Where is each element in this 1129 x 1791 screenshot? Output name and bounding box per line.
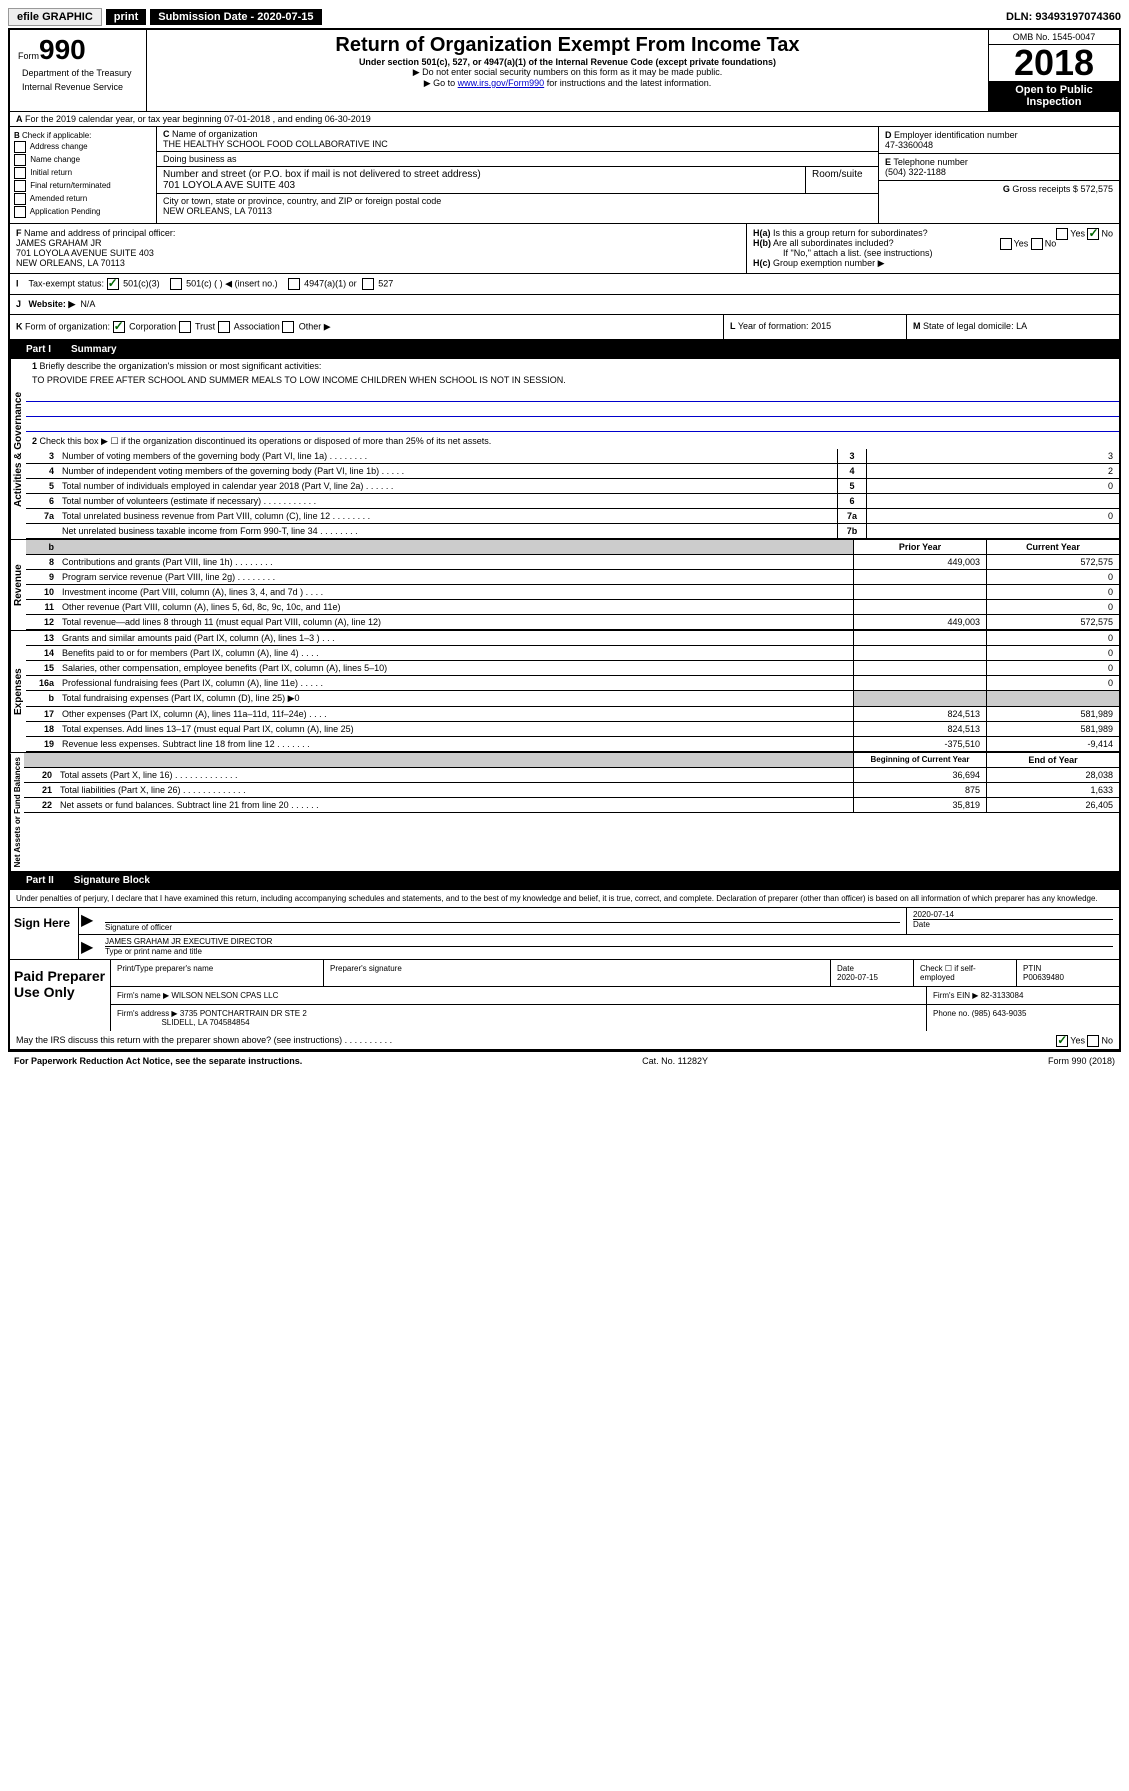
side-expenses: Expenses [10,631,26,752]
chk-hb-yes[interactable] [1000,238,1012,250]
firm-addr1: 3735 PONTCHARTRAIN DR STE 2 [180,1009,307,1018]
gross-receipts: 572,575 [1080,184,1113,194]
chk-discuss-no[interactable] [1087,1035,1099,1047]
chk-amended[interactable] [14,193,26,205]
dln: DLN: 93493197074360 [1006,11,1121,23]
form-title: Return of Organization Exempt From Incom… [151,34,984,57]
website: N/A [80,299,95,309]
paid-preparer-label: Paid Preparer Use Only [10,960,111,1031]
hc-label: Group exemption number ▶ [773,258,884,268]
chk-501c3[interactable] [107,278,119,290]
firm-phone: (985) 643-9035 [972,1009,1027,1018]
perjury-text: Under penalties of perjury, I declare th… [10,890,1119,908]
chk-501c[interactable] [170,278,182,290]
sig-officer-label: Signature of officer [105,922,900,932]
sig-date: 2020-07-14 [913,910,954,919]
note-goto-b: for instructions and the latest informat… [544,78,711,88]
mission-text: TO PROVIDE FREE AFTER SCHOOL AND SUMMER … [26,373,1119,387]
chk-assoc[interactable] [218,321,230,333]
discuss-text: May the IRS discuss this return with the… [16,1035,392,1045]
form-word: Form [18,51,39,61]
self-employed: Check ☐ if self-employed [914,960,1017,986]
col-b-checkboxes: B Check if applicable: Address change Na… [10,127,157,223]
top-bar: efile GRAPHIC print Submission Date - 20… [8,8,1121,26]
footer-right: Form 990 (2018) [1048,1056,1115,1066]
chk-app-pending[interactable] [14,206,26,218]
header-prior: Prior Year [853,540,986,554]
officer-name: JAMES GRAHAM JR [16,238,102,248]
chk-corp[interactable] [113,321,125,333]
ein: 47-3360048 [885,140,933,150]
side-netassets: Net Assets or Fund Balances [10,753,24,871]
chk-ha-no[interactable] [1087,228,1099,240]
chk-trust[interactable] [179,321,191,333]
org-address: 701 LOYOLA AVE SUITE 403 [163,180,295,191]
hb-note: If "No," attach a list. (see instruction… [753,248,1113,258]
officer-addr1: 701 LOYOLA AVENUE SUITE 403 [16,248,154,258]
officer-printed-name: JAMES GRAHAM JR EXECUTIVE DIRECTOR [105,937,272,946]
firm-name: WILSON NELSON CPAS LLC [171,991,278,1000]
header-begin: Beginning of Current Year [853,753,986,767]
form-container: Form990 Department of the Treasury Inter… [8,28,1121,1051]
form-number: 990 [39,34,86,65]
row-a-period: A For the 2019 calendar year, or tax yea… [10,112,1119,127]
side-revenue: Revenue [10,540,26,630]
prep-date: 2020-07-15 [837,973,878,982]
firm-ein: 82-3133084 [981,991,1024,1000]
q2-discontinued: Check this box ▶ ☐ if the organization d… [40,436,492,446]
chk-address-change[interactable] [14,141,26,153]
sig-arrow2-icon: ▶ [79,935,99,959]
room-suite-label: Room/suite [806,167,878,193]
open-public: Open to Public Inspection [989,81,1119,111]
prep-name-label: Print/Type preparer's name [111,960,324,986]
org-city: NEW ORLEANS, LA 70113 [163,206,272,216]
state-domicile: LA [1016,321,1027,331]
note-goto-a: ▶ Go to [424,78,458,88]
part-2-header: Part II Signature Block [10,871,1119,890]
dba-label: Doing business as [163,154,237,164]
name-label: Type or print name and title [105,946,1113,956]
part-1-header: Part I Summary [10,340,1119,359]
submission-date: Submission Date - 2020-07-15 [150,9,321,25]
chk-discuss-yes[interactable] [1056,1035,1068,1047]
chk-final-return[interactable] [14,180,26,192]
chk-other[interactable] [282,321,294,333]
prep-sig-label: Preparer's signature [324,960,831,986]
footer-mid: Cat. No. 11282Y [642,1056,708,1066]
sig-date-label: Date [913,919,1113,929]
sign-here-label: Sign Here [10,908,79,959]
ptin: P00639480 [1023,973,1064,982]
side-governance: Activities & Governance [10,359,26,539]
dept-treasury: Department of the Treasury [18,66,138,80]
header-end: End of Year [986,753,1119,767]
phone: (504) 322-1188 [885,167,946,177]
header-current: Current Year [986,540,1119,554]
print-button[interactable]: print [106,9,146,25]
irs-link[interactable]: www.irs.gov/Form990 [458,78,545,88]
form-subtitle: Under section 501(c), 527, or 4947(a)(1)… [151,57,984,67]
chk-527[interactable] [362,278,374,290]
year-formation: 2015 [811,321,831,331]
dept-irs: Internal Revenue Service [18,80,138,94]
efile-label: efile GRAPHIC [8,8,102,26]
chk-initial-return[interactable] [14,167,26,179]
chk-4947[interactable] [288,278,300,290]
sig-arrow-icon: ▶ [79,908,99,934]
tax-year: 2018 [989,45,1119,81]
officer-addr2: NEW ORLEANS, LA 70113 [16,258,125,268]
chk-name-change[interactable] [14,154,26,166]
org-name: THE HEALTHY SCHOOL FOOD COLLABORATIVE IN… [163,139,388,149]
chk-ha-yes[interactable] [1056,228,1068,240]
note-ssn: ▶ Do not enter social security numbers o… [151,67,984,78]
footer-left: For Paperwork Reduction Act Notice, see … [14,1056,302,1066]
chk-hb-no[interactable] [1031,238,1043,250]
firm-addr2: SLIDELL, LA 704584854 [161,1018,249,1027]
